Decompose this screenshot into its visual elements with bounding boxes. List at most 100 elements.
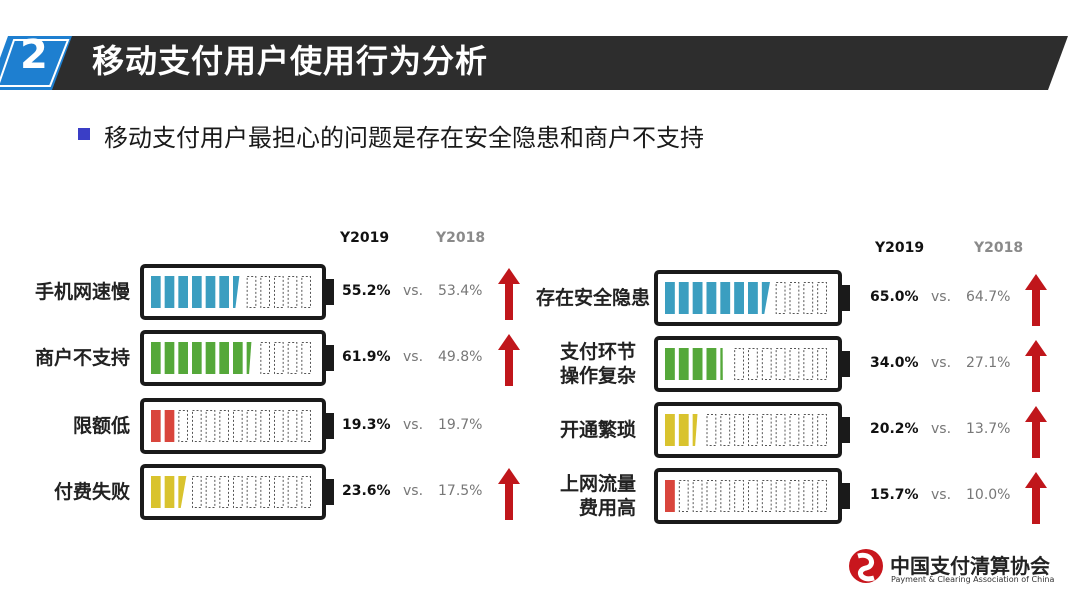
- increase-arrow-icon: [498, 468, 520, 520]
- battery-cell-filled: [692, 282, 703, 314]
- battery-cell-filled: [151, 476, 161, 508]
- battery-cell-empty: [775, 480, 786, 512]
- battery-cell-partial: [720, 348, 723, 380]
- battery-cell-empty: [748, 348, 758, 380]
- battery-cell-filled: [151, 410, 161, 442]
- battery-cell-empty: [706, 480, 717, 512]
- battery-cell-filled: [178, 276, 188, 308]
- battery-cell-filled: [178, 342, 188, 374]
- row-label: 开通繁琐: [559, 419, 636, 441]
- battery-cell-empty: [775, 414, 786, 446]
- battery-cell-filled: [678, 414, 689, 446]
- row-label: 操作复杂: [559, 365, 636, 387]
- battery-cell-empty: [748, 414, 758, 446]
- value-2019: 15.7%: [870, 487, 919, 503]
- value-2018: 10.0%: [966, 487, 1011, 503]
- value-2018: 19.7%: [438, 417, 483, 433]
- battery-cell-empty: [734, 480, 745, 512]
- battery-cell-empty: [246, 276, 257, 308]
- value-2018: 49.8%: [438, 349, 483, 365]
- increase-arrow-icon: [498, 268, 520, 320]
- section-number: 2: [20, 32, 48, 78]
- battery-cell-empty: [205, 410, 216, 442]
- battery-cell-empty: [706, 414, 717, 446]
- battery-cell-filled: [706, 282, 717, 314]
- page-title: 移动支付用户使用行为分析: [92, 42, 489, 80]
- battery-cell-empty: [274, 476, 284, 508]
- battery-cell-empty: [803, 414, 814, 446]
- logo-name-cn: 中国支付清算协会: [890, 554, 1050, 578]
- battery-cell-empty: [301, 410, 312, 442]
- battery-cell-filled: [678, 282, 689, 314]
- battery-cell-empty: [734, 414, 745, 446]
- battery-cell-empty: [761, 348, 772, 380]
- battery-cell-empty: [692, 480, 703, 512]
- battery-cell-empty: [301, 476, 312, 508]
- battery-cell-empty: [233, 476, 243, 508]
- header-number-outline: [0, 39, 70, 87]
- battery-cell-empty: [260, 342, 271, 374]
- battery-cell-empty: [748, 480, 758, 512]
- battery-cell-empty: [301, 276, 312, 308]
- increase-arrow-icon: [1025, 472, 1047, 524]
- battery-cell-filled: [164, 276, 175, 308]
- battery-cell-empty: [219, 410, 229, 442]
- battery-cell-empty: [178, 410, 188, 442]
- value-2019: 65.0%: [870, 289, 919, 305]
- battery-cell-empty: [205, 476, 216, 508]
- vs-label: vs.: [931, 487, 952, 503]
- battery-cell-empty: [817, 348, 828, 380]
- increase-arrow-icon: [1025, 406, 1047, 458]
- bullet-square-icon: [78, 128, 90, 140]
- row-label: 付费失败: [53, 481, 130, 503]
- battery-cell-filled: [706, 348, 717, 380]
- battery-cell-empty: [817, 282, 828, 314]
- vs-label: vs.: [931, 355, 952, 371]
- battery-cell-filled: [192, 276, 202, 308]
- battery-cell-filled: [164, 410, 175, 442]
- battery-cell-empty: [260, 476, 271, 508]
- battery-cell-filled: [665, 480, 675, 512]
- battery-cell-filled: [151, 276, 161, 308]
- battery-cell-empty: [775, 348, 786, 380]
- increase-arrow-icon: [498, 334, 520, 386]
- battery-cell-empty: [274, 410, 284, 442]
- battery-cell-empty: [246, 476, 257, 508]
- battery-body: [140, 464, 326, 520]
- battery-cell-empty: [803, 480, 814, 512]
- row-label: 限额低: [72, 415, 130, 437]
- battery-cell-empty: [287, 276, 298, 308]
- battery-cell-filled: [692, 348, 703, 380]
- row-label: 存在安全隐患: [535, 287, 650, 309]
- battery-cell-partial: [246, 342, 252, 374]
- battery-cell-empty: [817, 480, 828, 512]
- year-2019-header-left: Y2019: [340, 230, 390, 246]
- battery-cell-empty: [678, 480, 689, 512]
- header-bar: [0, 36, 1068, 90]
- battery-cell-empty: [274, 342, 284, 374]
- battery-terminal: [326, 413, 334, 439]
- battery-cell-empty: [789, 414, 800, 446]
- battery-cell-partial: [233, 276, 240, 308]
- battery-terminal: [842, 483, 850, 509]
- value-2019: 61.9%: [342, 349, 391, 365]
- battery-cell-empty: [761, 414, 772, 446]
- battery-cell-filled: [205, 276, 216, 308]
- battery-cell-empty: [233, 410, 243, 442]
- battery-cell-filled: [219, 342, 229, 374]
- battery-cell-empty: [789, 282, 800, 314]
- header-title-bg: [50, 36, 1068, 90]
- value-2018: 13.7%: [966, 421, 1011, 437]
- battery-cell-filled: [665, 414, 675, 446]
- battery-cell-empty: [287, 410, 298, 442]
- year-2019-header-right: Y2019: [875, 240, 925, 256]
- vs-label: vs.: [403, 349, 424, 365]
- value-2018: 17.5%: [438, 483, 483, 499]
- battery-cell-empty: [260, 410, 271, 442]
- row-label: 费用高: [578, 497, 636, 519]
- vs-label: vs.: [403, 483, 424, 499]
- row-label: 上网流量: [559, 473, 636, 495]
- year-2018-header-right: Y2018: [974, 240, 1024, 256]
